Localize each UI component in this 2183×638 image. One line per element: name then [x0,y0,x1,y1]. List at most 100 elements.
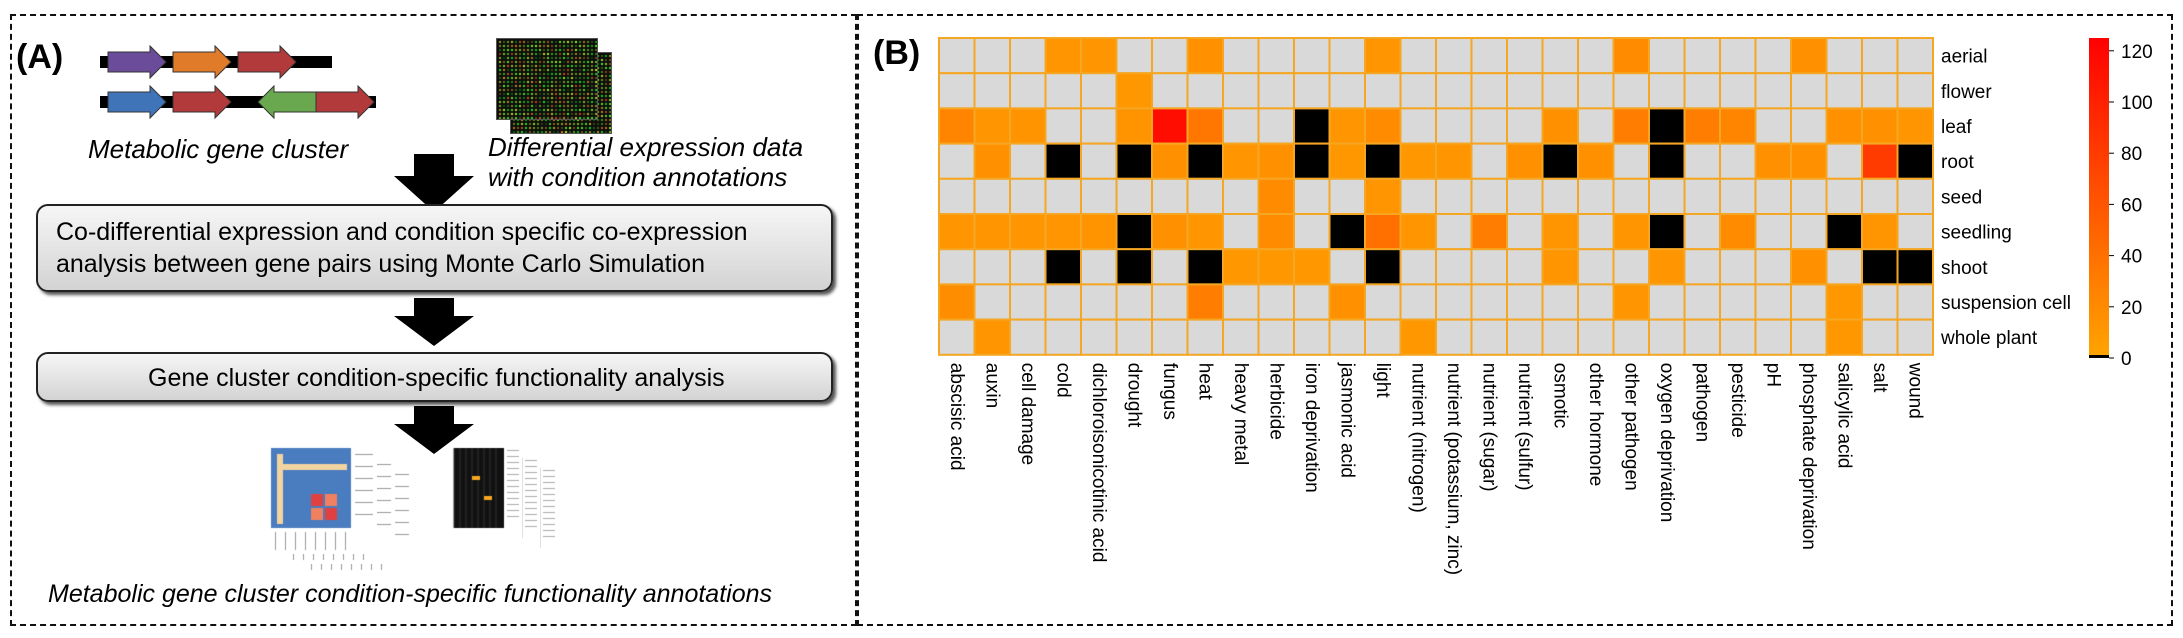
heatmap-cell [1115,107,1153,145]
gene-arrows [107,44,375,120]
heatmap-cell [1470,213,1508,251]
heatmap-cell [1257,72,1295,110]
down-arrow-2 [394,298,474,346]
heatmap-cell [1790,142,1828,180]
heatmap-cell [1719,142,1757,180]
heatmap-cell [1506,318,1544,356]
heatmap-cell [1044,177,1082,216]
column-label: other hormone [1585,363,1606,487]
heatmap-cell [1648,37,1686,75]
heatmap-cell [1896,213,1934,251]
heatmap-cell [973,72,1011,110]
heatmap-cell [1009,213,1047,251]
heatmap-cell [1648,177,1686,216]
co-expression-analysis-step: Co-differential expression and condition… [36,204,833,292]
down-arrow-3 [394,406,474,454]
heatmap-cell [1293,177,1331,216]
heatmap-cell [973,142,1011,180]
colorbar-tick-label: 20 [2121,298,2142,319]
output-caption: Metabolic gene cluster condition-specifi… [48,580,773,608]
heatmap-cell [973,213,1011,251]
column-label: phosphate deprivation [1798,363,1819,550]
heatmap-cell [1683,107,1721,145]
heatmap-cell [1861,318,1899,356]
heatmap-cell [1612,213,1650,251]
heatmap-cell [1328,107,1366,145]
heatmap-cell [1754,318,1792,356]
heatmap-cell [1896,37,1934,75]
column-label: heavy metal [1230,363,1251,465]
heatmap-cell [1151,213,1189,251]
row-label: seed [1941,187,1982,208]
heatmap-cell [1186,142,1224,180]
column-label: auxin [981,363,1002,408]
heatmap-cell [1577,248,1615,286]
heatmap-cell [1754,213,1792,251]
heatmap-cell [1151,72,1189,110]
panel-a-workflow: (A) Metabolic gene cluster Differential … [10,14,857,626]
heatmap-cell [1541,72,1579,110]
heatmap-cell [1364,177,1402,216]
heatmap-cell [1399,213,1437,251]
heatmap-cell [1115,248,1153,286]
colorbar-tick-label: 60 [2121,195,2142,216]
heatmap-cell [1683,72,1721,110]
heatmap-cell [1896,142,1934,180]
heatmap-cell [1612,177,1650,216]
heatmap-cell [1364,72,1402,110]
heatmap-cell [973,318,1011,356]
heatmap-cell [1541,107,1579,145]
colorbar-tick-label: 100 [2121,93,2153,114]
heatmap-cell [938,248,976,286]
heatmap-cell [1186,177,1224,216]
heatmap-cell [1257,248,1295,286]
heatmap-cell [1009,37,1047,75]
heatmap-cell [1186,283,1224,321]
step2-label: Gene cluster condition-specific function… [148,364,725,392]
heatmap-cell [1790,72,1828,110]
gene-arrow-4 [107,84,167,120]
heatmap-cell [1790,37,1828,75]
heatmap-cell [1825,248,1863,286]
heatmap-cell [1328,318,1366,356]
gene-arrow-2 [172,44,232,80]
heatmap-cell [1293,37,1331,75]
heatmap-cell [1825,283,1863,321]
heatmap-cell [1080,248,1118,286]
heatmap-cell [1293,107,1331,145]
heatmap-cell [1683,213,1721,251]
heatmap-cell [1186,107,1224,145]
heatmap-cell [1577,37,1615,75]
heatmap-cell [1541,318,1579,356]
heatmap-cell [1044,248,1082,286]
heatmap-cell [1719,37,1757,75]
heatmap-cell [1044,213,1082,251]
heatmap-cell [1044,37,1082,75]
heatmap-cell [1896,72,1934,110]
heatmap-cell [1009,318,1047,356]
heatmap-cell [1399,318,1437,356]
gene-arrow-6 [257,84,317,120]
heatmap-cell [1896,177,1934,216]
heatmap-cell [938,177,976,216]
heatmap-cell [1328,142,1366,180]
heatmap-cell [1186,318,1224,356]
heatmap-cell [1435,107,1473,145]
heatmap-cell [1435,142,1473,180]
heatmap-cell [1009,107,1047,145]
heatmap-cell [1044,72,1082,110]
heatmap-cell [1577,107,1615,145]
heatmap-cell [1399,142,1437,180]
heatmap-cell [1115,283,1153,321]
row-label: whole plant [1940,328,2038,349]
heatmap-cell [1825,213,1863,251]
heatmap-cell [1009,177,1047,216]
row-label: flower [1941,82,1992,103]
heatmap-cell [1044,107,1082,145]
heatmap-cell [1896,318,1934,356]
heatmap-cell [1399,37,1437,75]
heatmap-cell [1825,142,1863,180]
heatmap-cell [1435,177,1473,216]
heatmap-cell [1151,107,1189,145]
heatmap-cell [1115,72,1153,110]
